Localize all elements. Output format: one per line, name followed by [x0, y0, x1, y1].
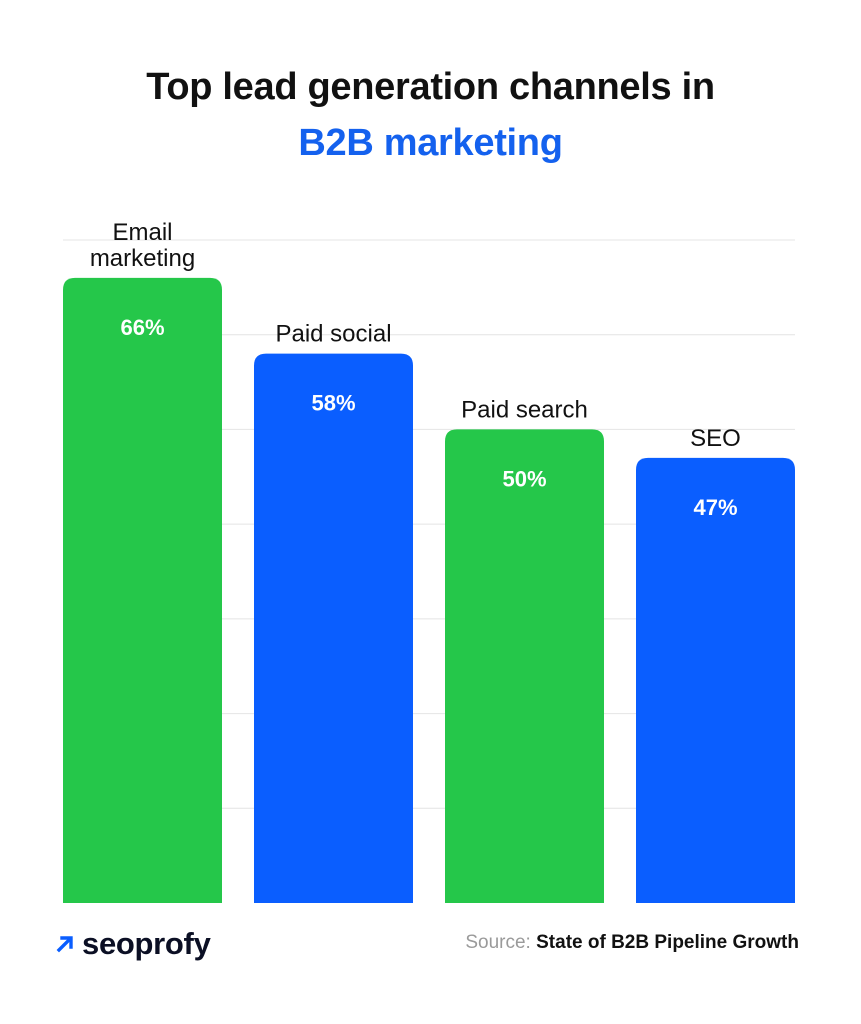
data-label: 58% — [311, 391, 355, 416]
data-label: 47% — [693, 495, 737, 520]
source-label: Source: — [465, 932, 531, 953]
arrow-up-right-icon — [56, 936, 73, 953]
category-label: Paid social — [275, 321, 391, 348]
data-label: 50% — [502, 466, 546, 491]
category-label: Email — [112, 219, 172, 246]
brand-name: seoprofy — [82, 926, 211, 961]
bars — [63, 277, 795, 904]
bar — [445, 429, 604, 903]
bar — [636, 457, 795, 903]
chart-title-line-1: Top lead generation channels in — [146, 66, 715, 108]
data-label: 66% — [120, 315, 164, 340]
category-label: Paid search — [461, 396, 588, 423]
category-label: marketing — [90, 245, 195, 272]
source-text: State of B2B Pipeline Growth — [536, 932, 799, 953]
brand-logo: seoprofy — [56, 926, 211, 962]
bar — [254, 353, 413, 904]
source-note: Source: State of B2B Pipeline Growth — [465, 932, 799, 954]
chart-title-line-2: B2B marketing — [298, 122, 563, 164]
category-label: SEO — [690, 425, 741, 452]
bar — [63, 277, 222, 903]
